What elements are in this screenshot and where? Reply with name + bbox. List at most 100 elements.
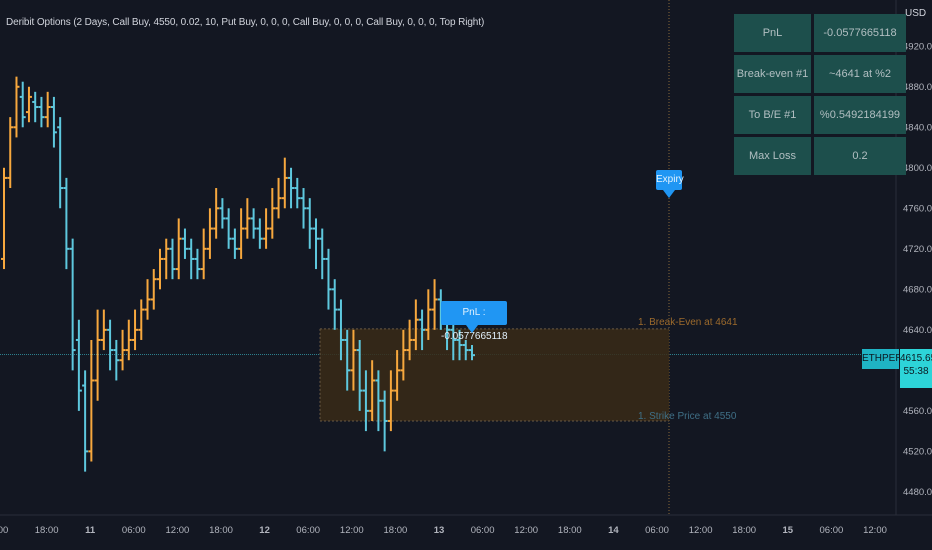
time-tick-label: 12:00 — [166, 525, 190, 536]
ohlc-bar — [394, 350, 401, 401]
time-tick-label: 00 — [0, 525, 8, 536]
expiry-pointer — [663, 190, 675, 198]
ohlc-bar — [469, 345, 475, 361]
ohlc-bar — [13, 76, 20, 138]
ohlc-bar — [1, 167, 7, 270]
ohlc-bar — [387, 370, 394, 432]
time-tick-label: 12 — [259, 525, 270, 536]
ohlc-bar — [381, 390, 388, 452]
ohlc-bar — [57, 117, 64, 209]
price-tick-label: 4520.00 — [903, 446, 932, 457]
table-row: To B/E #1 %0.5492184199 — [734, 96, 906, 134]
ohlc-bar — [300, 188, 307, 229]
ohlc-bar — [337, 299, 344, 361]
table-cell-value: 0.2 — [814, 137, 906, 175]
ohlc-bar — [325, 248, 332, 310]
ohlc-bar — [319, 228, 326, 280]
last-price-tag[interactable]: 4615.65 55:38 — [900, 349, 932, 388]
ohlc-bar — [238, 208, 245, 259]
ohlc-bar — [125, 319, 132, 361]
ohlc-bar — [188, 238, 195, 280]
ohlc-bar — [7, 117, 14, 189]
ohlc-bar — [406, 319, 413, 361]
time-tick-label: 06:00 — [296, 525, 320, 536]
time-tick-label: 18:00 — [384, 525, 408, 536]
time-tick-label: 15 — [783, 525, 794, 536]
strike-price-label: 1. Strike Price at 4550 — [638, 411, 737, 422]
ohlc-bar — [281, 157, 288, 209]
indicator-title[interactable]: Deribit Options (2 Days, Call Buy, 4550,… — [6, 17, 485, 28]
ohlc-bar — [157, 248, 163, 290]
time-tick-label: 18:00 — [558, 525, 582, 536]
ohlc-bar — [94, 309, 101, 401]
table-cell-label: Max Loss — [734, 137, 811, 175]
ohlc-bar — [356, 339, 363, 411]
ohlc-bar — [456, 329, 463, 361]
price-tick-label: 4560.00 — [903, 406, 932, 417]
table-row: Max Loss 0.2 — [734, 137, 906, 175]
ohlc-bar — [38, 96, 45, 128]
ohlc-bar — [113, 339, 120, 381]
price-tick-label: 4800.00 — [903, 163, 932, 174]
ohlc-bar — [144, 279, 151, 320]
ohlc-bar — [350, 329, 357, 391]
table-row: PnL -0.0577665118 — [734, 14, 906, 52]
ohlc-bar — [119, 329, 126, 371]
ohlc-bar — [138, 299, 145, 340]
ohlc-bar — [306, 198, 313, 249]
ohlc-bar — [450, 319, 457, 361]
ohlc-bar — [25, 86, 32, 123]
pnl-label[interactable]: PnL : -0.0577665118 — [441, 301, 508, 342]
ohlc-bar — [107, 319, 114, 371]
ohlc-bar — [313, 218, 319, 270]
ohlc-bar — [400, 329, 407, 381]
time-tick-label: 18:00 — [732, 525, 756, 536]
time-tick-label: 06:00 — [645, 525, 669, 536]
ohlc-bar — [362, 370, 369, 432]
ohlc-bar — [88, 339, 95, 462]
ohlc-bar — [181, 228, 188, 259]
price-tick-label: 4920.00 — [903, 41, 932, 52]
currency-label[interactable]: USD — [905, 8, 927, 19]
ohlc-bar — [150, 269, 157, 310]
ohlc-bar — [375, 370, 382, 432]
time-tick-label: 18:00 — [35, 525, 59, 536]
break-even-label: 1. Break-Even at 4641 — [638, 317, 738, 328]
ohlc-bar — [331, 279, 338, 330]
ohlc-bar — [425, 289, 432, 340]
ohlc-bar — [169, 238, 176, 280]
table-cell-value: -0.0577665118 — [814, 14, 906, 52]
ohlc-bar — [32, 91, 39, 123]
ohlc-bar — [225, 208, 232, 249]
time-tick-label: 06:00 — [471, 525, 495, 536]
pnl-pointer — [466, 325, 478, 333]
price-tick-label: 4720.00 — [903, 244, 932, 255]
ohlc-bar — [269, 188, 276, 239]
price-tick-label: 4680.00 — [903, 284, 932, 295]
ohlc-bar — [369, 360, 376, 421]
time-axis[interactable]: 00 18:00 11 06:00 12:00 18:00 12 06:00 12:00 18:0… — [0, 514, 932, 536]
ohlc-bar — [412, 299, 419, 351]
ohlc-bar — [244, 198, 251, 239]
ohlc-bar — [200, 228, 207, 280]
table-cell-label: Break-even #1 — [734, 55, 811, 93]
ohlc-bar — [419, 309, 426, 351]
table-cell-label: To B/E #1 — [734, 96, 811, 134]
ohlc-bar — [163, 238, 170, 280]
table-cell-label: PnL — [734, 14, 811, 52]
time-tick-label: 12:00 — [863, 525, 887, 536]
time-tick-label: 14 — [608, 525, 619, 536]
ohlc-bar — [206, 208, 213, 259]
ohlc-bar — [462, 339, 469, 361]
expiry-label[interactable]: Expiry — [656, 170, 684, 190]
symbol-tag[interactable]: ETHPERP — [862, 349, 909, 369]
table-cell-value: ~4641 at %2 — [814, 55, 906, 93]
ohlc-bar — [194, 248, 201, 280]
price-tick-label: 4480.00 — [903, 487, 932, 498]
price-tick-label: 4640.00 — [903, 325, 932, 336]
time-tick-label: 18:00 — [209, 525, 233, 536]
ohlc-bar — [50, 96, 57, 148]
ohlc-bar — [256, 218, 263, 249]
time-tick-label: 12:00 — [689, 525, 713, 536]
price-tick-label: 4880.00 — [903, 82, 932, 93]
